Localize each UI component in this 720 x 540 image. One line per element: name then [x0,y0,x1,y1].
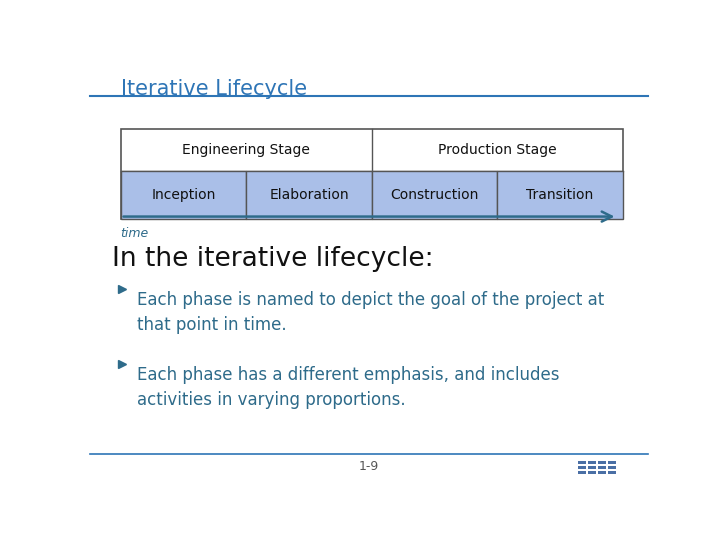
Bar [608,466,616,469]
Bar [598,471,606,474]
Bar [598,461,606,464]
Bar [578,466,586,469]
Bar [608,461,616,464]
Bar [598,466,606,469]
Text: In the iterative lifecycle:: In the iterative lifecycle: [112,246,434,272]
Text: Construction: Construction [390,188,479,202]
Bar [588,471,596,474]
Bar [578,461,586,464]
Bar [246,171,372,219]
Text: Iterative Lifecycle: Iterative Lifecycle [121,79,307,99]
Text: Engineering Stage: Engineering Stage [182,143,310,157]
Text: Each phase is named to depict the goal of the project at
that point in time.: Each phase is named to depict the goal o… [138,292,605,334]
Bar [588,461,596,464]
Text: 1-9: 1-9 [359,460,379,473]
Text: Transition: Transition [526,188,594,202]
Text: Inception: Inception [151,188,216,202]
Bar [121,171,246,219]
Bar [608,471,616,474]
Text: Elaboration: Elaboration [269,188,348,202]
Text: time: time [121,227,149,240]
Bar [578,471,586,474]
Bar [588,466,596,469]
Text: Each phase has a different emphasis, and includes
activities in varying proporti: Each phase has a different emphasis, and… [138,366,560,409]
Bar [498,171,623,219]
Bar [372,171,498,219]
Text: Production Stage: Production Stage [438,143,557,157]
Bar [121,129,623,219]
